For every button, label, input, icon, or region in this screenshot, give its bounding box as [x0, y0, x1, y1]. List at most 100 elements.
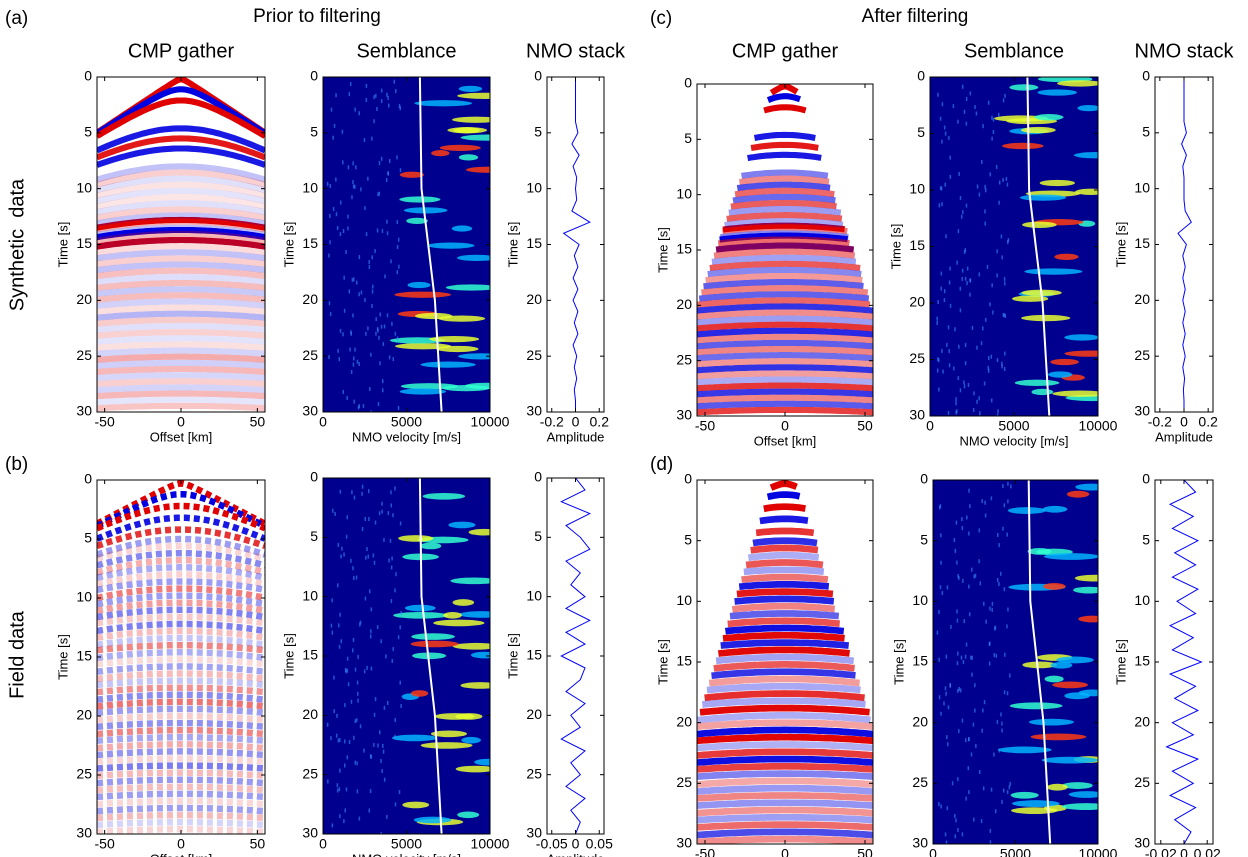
seismic-event: [97, 634, 265, 648]
semblance-speckle: [975, 743, 977, 748]
x-tick-label: -0.2: [540, 414, 564, 430]
semblance-speckle: [996, 578, 999, 583]
semblance-speckle: [1001, 728, 1003, 733]
semblance-speckle: [397, 405, 400, 410]
semblance-streak: [1077, 104, 1098, 112]
semblance-speckle: [991, 115, 993, 120]
x-tick-label: 0: [177, 414, 185, 430]
seismic-event: [97, 286, 265, 297]
semblance-speckle: [967, 766, 970, 771]
plot-area: [323, 478, 490, 834]
y-tick-label: 20: [526, 706, 542, 722]
semblance-speckle: [964, 361, 967, 366]
semblance-streak: [1052, 681, 1089, 689]
y-tick-label: 0: [534, 68, 542, 84]
semblance-speckle: [974, 683, 976, 688]
semblance-streak: [414, 100, 473, 107]
x-tick-label: -50: [695, 846, 715, 857]
semblance-speckle: [988, 661, 991, 666]
seismic-event: [697, 835, 873, 844]
semblance-speckle: [400, 703, 402, 708]
semblance-speckle: [998, 180, 1001, 185]
semblance-speckle: [940, 560, 942, 565]
semblance-speckle: [366, 665, 368, 670]
semblance-speckle: [1001, 721, 1003, 726]
seismic-event: [97, 97, 265, 139]
semblance-speckle: [387, 511, 390, 516]
semblance-speckle: [985, 619, 987, 624]
velocity-pick: [1027, 480, 1052, 844]
semblance-speckle: [997, 112, 1000, 117]
semblance-speckle: [381, 501, 383, 506]
y-tick-label: 20: [302, 291, 318, 307]
seismic-event: [697, 777, 873, 788]
semblance-speckle: [971, 567, 973, 572]
semblance-speckle: [368, 260, 370, 265]
semblance-speckle: [390, 259, 392, 264]
y-tick-label: 25: [676, 351, 692, 367]
seismic-event: [736, 588, 834, 598]
plot-area: [1177, 77, 1192, 412]
semblance-speckle: [994, 625, 997, 630]
semblance-speckle: [1004, 314, 1007, 319]
semblance-speckle: [991, 283, 993, 288]
semblance-speckle: [350, 558, 352, 563]
semblance-speckle: [957, 777, 959, 782]
semblance-speckle: [1009, 673, 1011, 678]
semblance-speckle: [393, 79, 396, 84]
seismic-event: [97, 218, 265, 233]
seismic-event: [697, 821, 873, 831]
seismic-event: [763, 503, 806, 513]
seismic-event: [97, 755, 265, 765]
seismic-event: [703, 279, 864, 290]
semblance-speckle: [985, 317, 987, 322]
semblance-speckle: [1007, 499, 1009, 504]
semblance-speckle: [943, 298, 946, 303]
semblance-speckle: [397, 237, 400, 242]
semblance-speckle: [355, 165, 357, 170]
semblance-streak: [1039, 179, 1076, 187]
semblance-speckle: [983, 381, 986, 386]
y-tick-label: 25: [526, 347, 542, 363]
semblance-streak: [448, 521, 476, 529]
semblance-speckle: [983, 601, 985, 606]
semblance-speckle: [354, 760, 357, 765]
semblance-streak: [419, 542, 442, 550]
seismic-event: [697, 806, 873, 817]
semblance-speckle: [353, 495, 356, 500]
semblance-speckle: [983, 700, 986, 705]
semblance-speckle: [965, 796, 967, 801]
semblance-speckle: [944, 832, 947, 837]
seismic-event: [97, 359, 265, 369]
semblance-speckle: [950, 624, 952, 629]
y-tick-label: 5: [684, 531, 692, 547]
semblance-speckle: [962, 210, 964, 215]
seismic-event: [697, 297, 871, 308]
seismic-event: [722, 224, 848, 235]
seismic-event: [697, 741, 873, 752]
semblance-speckle: [351, 277, 354, 282]
seismic-event: [97, 236, 265, 250]
y-tick-label: 5: [84, 530, 92, 546]
semblance-speckle: [339, 232, 342, 237]
semblance-speckle: [1003, 690, 1006, 695]
semblance-speckle: [992, 117, 995, 122]
semblance-speckle: [953, 538, 956, 543]
semblance-speckle: [338, 357, 341, 362]
semblance-speckle: [1008, 785, 1011, 790]
seismic-event: [759, 515, 809, 525]
semblance-speckle: [337, 348, 339, 353]
semblance-speckle: [386, 700, 389, 705]
semblance-speckle: [329, 240, 331, 245]
semblance-speckle: [378, 161, 381, 166]
semblance-speckle: [973, 817, 975, 822]
seismic-event: [97, 187, 265, 204]
semblance-speckle: [1000, 234, 1003, 239]
semblance-speckle: [943, 701, 945, 706]
stack-trace: [560, 478, 591, 834]
semblance-speckle: [352, 362, 355, 367]
semblance-speckle: [335, 733, 338, 738]
semblance-speckle: [986, 264, 989, 269]
semblance-streak: [398, 535, 434, 542]
chart-title: Semblance: [356, 40, 456, 62]
